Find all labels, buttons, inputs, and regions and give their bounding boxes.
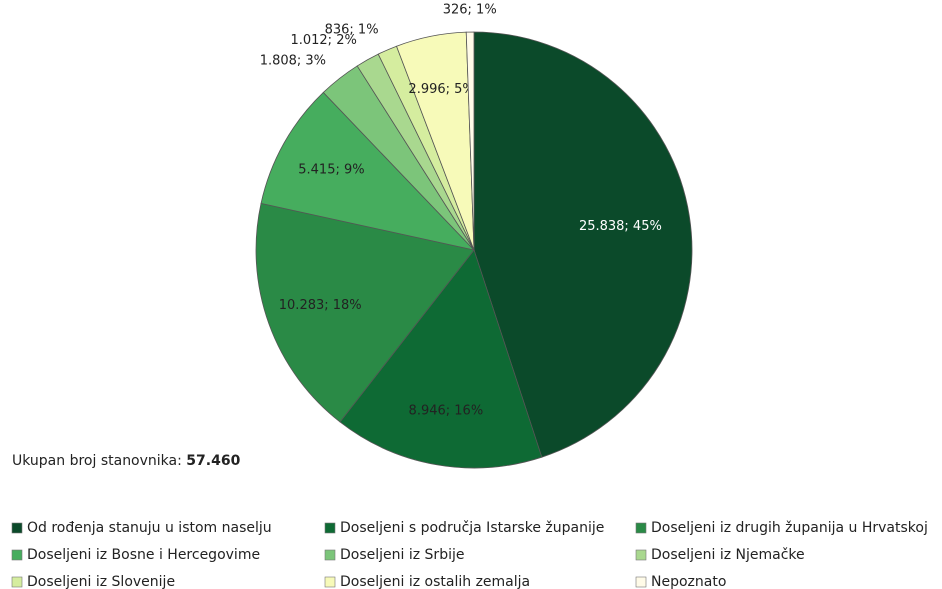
legend-label: Doseljeni iz Bosne i Hercegovime bbox=[27, 547, 260, 563]
legend-swatch bbox=[324, 576, 336, 588]
legend-swatch bbox=[11, 576, 23, 588]
data-label: 836; 1% bbox=[325, 22, 379, 37]
pie-slice bbox=[260, 91, 476, 251]
legend-swatch bbox=[11, 522, 23, 534]
pie-slice bbox=[255, 202, 475, 423]
legend-label: Doseljeni s područja Istarske županije bbox=[340, 520, 604, 536]
data-label: 25.838; 45% bbox=[579, 219, 662, 234]
total-label: Ukupan broj stanovnika: 57.460 bbox=[12, 453, 241, 469]
data-label: 10.283; 18% bbox=[279, 298, 362, 313]
pie-slice bbox=[465, 31, 475, 251]
total-label-text: Ukupan broj stanovnika: bbox=[12, 453, 182, 469]
legend-swatch bbox=[635, 549, 647, 561]
legend-label: Doseljeni iz Srbije bbox=[340, 547, 464, 563]
data-label: 1.012; 2% bbox=[290, 33, 356, 48]
legend-label: Doseljeni iz drugih županija u Hrvatskoj bbox=[651, 520, 928, 536]
legend-swatch bbox=[324, 522, 336, 534]
legend-label: Nepoznato bbox=[651, 574, 726, 589]
data-label: 8.946; 16% bbox=[409, 404, 484, 419]
total-value: 57.460 bbox=[186, 453, 240, 469]
pie-slice bbox=[473, 31, 693, 458]
legend-label: Doseljeni iz ostalih zemalja bbox=[340, 574, 530, 589]
data-label: 5.415; 9% bbox=[298, 162, 364, 177]
legend-swatch bbox=[635, 522, 647, 534]
legend-label: Doseljeni iz Njemačke bbox=[651, 547, 805, 563]
legend-label: Doseljeni iz Slovenije bbox=[27, 574, 175, 589]
legend-swatch bbox=[635, 576, 647, 588]
legend-label: Od rođenja stanuju u istom naselju bbox=[27, 520, 272, 536]
legend-swatch bbox=[324, 549, 336, 561]
legend-swatch bbox=[11, 549, 23, 561]
data-label: 326; 1% bbox=[443, 3, 497, 18]
data-label: 2.996; 5% bbox=[408, 82, 474, 97]
pie-slice bbox=[339, 249, 543, 469]
data-label: 1.808; 3% bbox=[260, 54, 326, 69]
